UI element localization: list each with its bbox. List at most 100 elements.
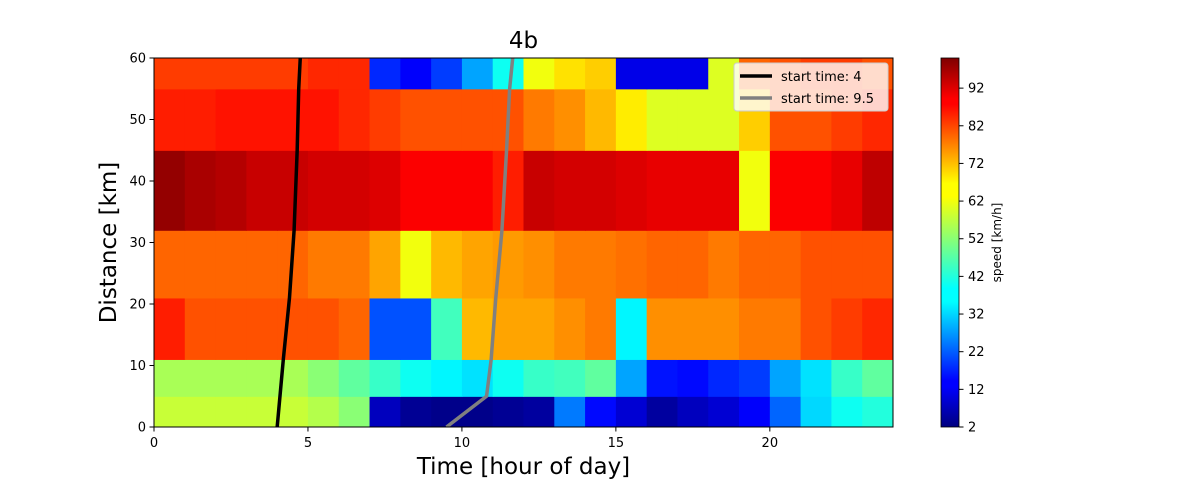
heatmap-cell	[400, 359, 432, 397]
heatmap-cell	[461, 58, 494, 90]
trajectory-lines	[275, 58, 515, 427]
heatmap-cell	[862, 297, 893, 360]
heatmap-cell	[461, 297, 494, 360]
heatmap-cell	[831, 396, 863, 427]
heatmap-cell	[800, 359, 833, 397]
x-axis-label: Time [hour of day]	[416, 454, 630, 480]
heatmap-cell	[615, 230, 648, 299]
heatmap-cell	[769, 150, 802, 231]
heatmap-cell	[307, 396, 340, 427]
legend-box	[733, 62, 889, 112]
heatmap-cell	[246, 359, 278, 397]
heatmap-cell	[400, 88, 432, 151]
legend: start time: 4 start time: 9.5	[733, 62, 889, 112]
heatmap-cell	[585, 297, 617, 360]
chart-title: 4b	[509, 28, 538, 54]
y-tick-label: 0	[138, 421, 146, 436]
heatmap-cell	[739, 297, 771, 360]
heatmap-cell	[769, 396, 802, 427]
heatmap-cell	[215, 88, 247, 151]
heatmap-cell	[154, 359, 186, 397]
heatmap-cell	[523, 150, 555, 231]
heatmap-cell	[215, 230, 247, 299]
heatmap-cell	[708, 359, 740, 397]
heatmap-cell	[615, 88, 648, 151]
heatmap-cell	[862, 230, 893, 299]
heatmap-cell	[862, 359, 893, 397]
heatmap-cell	[400, 150, 432, 231]
heatmap-cell	[277, 396, 309, 427]
y-tick-label: 40	[129, 175, 146, 190]
heatmap-cell	[677, 150, 709, 231]
heatmap-cell	[369, 88, 401, 151]
heatmap-cell	[277, 297, 309, 360]
heatmap-cell	[739, 230, 771, 299]
heatmap-cell	[769, 359, 802, 397]
heatmap-cell	[431, 230, 463, 299]
colorbar-gradient	[940, 57, 960, 428]
heatmap-cell	[154, 58, 186, 90]
heatmap-cell	[154, 297, 186, 360]
heatmap-cell	[338, 58, 371, 90]
heatmap-cell	[646, 150, 679, 231]
heatmap-cell	[154, 230, 186, 299]
heatmap-cell	[554, 359, 586, 397]
heatmap-cell	[585, 396, 617, 427]
heatmap-cell	[400, 396, 432, 427]
heatmap-cell	[307, 297, 340, 360]
heatmap-cell	[523, 297, 555, 360]
heatmap-cell	[800, 297, 833, 360]
heatmap-cell	[492, 150, 525, 231]
legend-label-start-4: start time: 4	[781, 70, 862, 85]
heatmap-cell	[492, 359, 525, 397]
heatmap-cell	[184, 230, 217, 299]
heatmap-cell	[307, 359, 340, 397]
heatmap-cell	[739, 359, 771, 397]
heatmap-cell	[338, 359, 371, 397]
y-tick-label: 50	[129, 113, 146, 128]
heatmap-cell	[338, 396, 371, 427]
heatmap-cell	[708, 150, 740, 231]
heatmap-cell	[461, 88, 494, 151]
y-axis-label: Distance [km]	[96, 162, 122, 324]
heatmap-cell	[184, 58, 217, 90]
colorbar-tick-label: 22	[968, 345, 985, 360]
colorbar-tick-label: 62	[968, 195, 985, 210]
heatmap-cell	[708, 297, 740, 360]
heatmap-cell	[677, 359, 709, 397]
y-tick-label: 60	[129, 52, 146, 67]
y-tick-label: 20	[129, 298, 146, 313]
heatmap-cell	[523, 58, 555, 90]
heatmap-cell	[800, 230, 833, 299]
heatmap-cell	[831, 230, 863, 299]
heatmap-cell	[523, 396, 555, 427]
heatmap-cell	[615, 297, 648, 360]
heatmap-cell	[585, 230, 617, 299]
x-tick-label: 15	[608, 436, 625, 451]
x-tick-label: 0	[150, 436, 158, 451]
heatmap-cell	[307, 230, 340, 299]
heatmap-cell	[677, 297, 709, 360]
heatmap-cell	[431, 58, 463, 90]
y-tick-label: 10	[129, 359, 146, 374]
heatmap-cell	[800, 396, 833, 427]
heatmap-cell	[554, 88, 586, 151]
heatmap-cell	[554, 297, 586, 360]
colorbar-ticks: 2 12 22 32 42 52 62 72 82 92	[959, 82, 985, 436]
heatmap-cell	[769, 230, 802, 299]
heatmap-cell	[554, 150, 586, 231]
heatmap-cell	[615, 396, 648, 427]
heatmap-cell	[615, 359, 648, 397]
heatmap-cell	[246, 396, 278, 427]
heatmap-cell	[184, 297, 217, 360]
trajectory-line-1	[275, 58, 303, 427]
heatmap-cell	[184, 150, 217, 231]
heatmap-cell	[523, 88, 555, 151]
x-axis: 0 5 10 15 20	[150, 427, 778, 451]
heatmap-cell	[739, 150, 771, 231]
heatmap-cell	[431, 396, 463, 427]
heatmap-cell	[585, 359, 617, 397]
heatmap-cell	[307, 88, 340, 151]
heatmap-cell	[646, 396, 679, 427]
heatmap-cell	[862, 396, 893, 427]
